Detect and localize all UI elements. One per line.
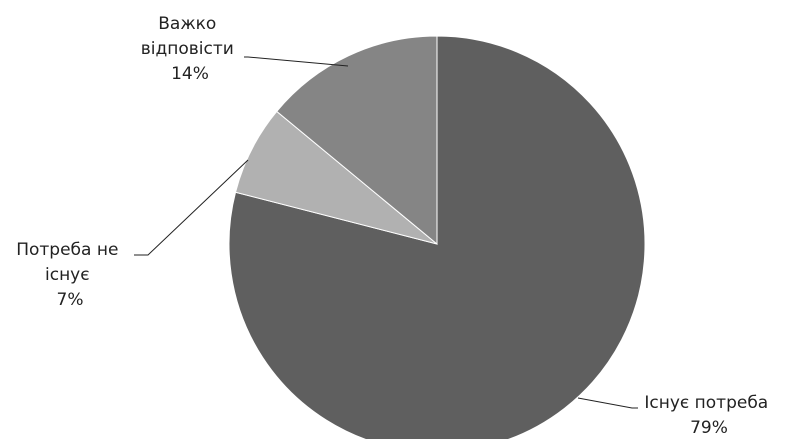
slice-label-isnuie-potreba-line-1: Існує потреба: [644, 393, 768, 413]
leader-line-potreba-ne-isnuie: [134, 159, 249, 256]
pie-slice-vazhko-vidpovisty: [276, 35, 438, 246]
slice-value-isnuie-potreba: 79%: [690, 418, 728, 438]
leader-line-vazhko-vidpovisty: [244, 56, 349, 67]
slice-label-vazhko-vidpovisty-line-1: Важко: [158, 14, 216, 34]
slice-label-vazhko-vidpovisty-line-2: відповісти: [141, 39, 234, 59]
leader-line-isnuie-potreba: [577, 397, 638, 409]
slice-value-vazhko-vidpovisty: 14%: [171, 64, 209, 84]
slice-label-potreba-ne-isnuie: Потреба не існує 7%: [16, 240, 124, 310]
pie-slices: [228, 35, 646, 439]
slice-label-potreba-ne-isnuie-line-2: існує: [45, 265, 90, 285]
slice-value-potreba-ne-isnuie: 7%: [57, 290, 84, 310]
leader-lines: [134, 56, 638, 409]
slice-label-potreba-ne-isnuie-line-1: Потреба не: [16, 240, 118, 260]
slice-label-isnuie-potreba: Існує потреба 79%: [644, 393, 773, 438]
slice-label-vazhko-vidpovisty: Важко відповісти 14%: [141, 14, 239, 84]
